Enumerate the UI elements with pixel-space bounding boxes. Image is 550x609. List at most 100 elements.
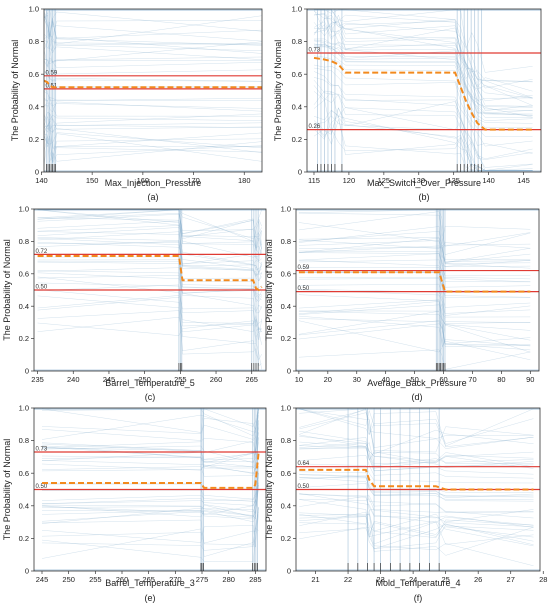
ice-curve — [299, 526, 534, 556]
ice-curve — [313, 25, 533, 111]
x-axis-label: Average_Back_Pressure — [367, 378, 466, 388]
ice-curve — [313, 91, 533, 168]
ice-curve — [37, 253, 262, 288]
reference-line-label: 0.26 — [309, 124, 321, 130]
ice-curve — [44, 88, 262, 102]
ice-curve — [313, 38, 533, 112]
x-tick-label: 28 — [539, 575, 547, 584]
x-tick-label: 125 — [378, 176, 391, 185]
x-tick-label: 50 — [410, 375, 418, 384]
y-tick-label: 1.0 — [29, 5, 39, 14]
ice-curve — [314, 9, 533, 82]
x-tick-label: 80 — [497, 375, 505, 384]
ice-curve — [299, 516, 534, 567]
y-tick-label: 1.0 — [281, 205, 291, 214]
ice-curve — [313, 41, 533, 118]
x-tick-label: 270 — [169, 575, 182, 584]
panel-f: 0.64 0.50 21 22 23 24 25 26 27 28 0 0.2 0.4 0.6 0.8 1… — [264, 404, 547, 603]
pd-line — [298, 271, 531, 293]
x-tick-label: 280 — [222, 575, 235, 584]
panel-label: (e) — [145, 593, 156, 603]
x-tick-label: 150 — [86, 176, 99, 185]
ice-curve — [37, 209, 262, 238]
ice-curve — [298, 237, 531, 262]
ice-curve — [44, 132, 262, 163]
reference-line-label: 0.73 — [309, 48, 321, 54]
y-axis-label: The Probability of Normal — [2, 439, 12, 541]
ice-curve — [44, 111, 262, 130]
panel-label: (d) — [412, 392, 423, 402]
x-tick-label: 20 — [324, 375, 332, 384]
y-tick-label: 0.4 — [29, 102, 39, 111]
ice-curve — [41, 408, 259, 453]
y-tick-label: 0.8 — [19, 237, 29, 246]
y-tick-label: 0.8 — [29, 37, 39, 46]
x-axis-label: Barrel_Temperature_5 — [105, 378, 195, 388]
ice-curve — [313, 77, 533, 160]
x-tick-label: 40 — [382, 375, 390, 384]
plot-frame — [306, 8, 542, 173]
x-tick-label: 265 — [142, 575, 155, 584]
x-tick-label: 27 — [507, 575, 515, 584]
panel-a: 0.590.51 140 150 160 170 180 00.20.40.60.81.… — [10, 5, 263, 202]
reference-line-label: 0.73 — [36, 447, 48, 453]
x-tick-label: 10 — [295, 375, 303, 384]
ice-curve — [44, 14, 262, 38]
ice-curve — [313, 17, 533, 102]
reference-lines: 0.72 0.50 — [34, 249, 266, 291]
x-tick-label: 140 — [482, 176, 495, 185]
x-tick-label: 255 — [89, 575, 102, 584]
ice-curve — [299, 511, 534, 538]
ice-curve — [44, 91, 262, 101]
reference-lines: 0.73 0.50 — [34, 447, 266, 491]
rug-marks — [46, 164, 57, 172]
ice-curve — [313, 71, 533, 154]
ice-curve — [37, 289, 262, 332]
y-tick-label: 0 — [287, 567, 291, 576]
ice-curve — [313, 39, 533, 114]
ice-curve — [298, 271, 531, 292]
panel-label: (f) — [414, 593, 423, 603]
y-tick-label: 0.8 — [281, 237, 291, 246]
x-tick-label: 250 — [62, 575, 75, 584]
x-tick-label: 160 — [137, 176, 150, 185]
ice-curve — [313, 19, 533, 106]
ice-curve — [299, 412, 534, 455]
pd-line — [44, 79, 262, 89]
ice-curve — [313, 116, 533, 171]
ice-curve — [41, 408, 259, 454]
y-tick-label: 0.8 — [19, 436, 29, 445]
y-axis-label: The Probability of Normal — [264, 239, 274, 341]
ice-curve — [313, 123, 533, 171]
ice-curve — [313, 44, 533, 121]
ice-curve — [41, 511, 259, 546]
rug-marks — [347, 563, 440, 571]
panel-label: (c) — [145, 392, 156, 402]
y-tick-label: 0.4 — [281, 501, 291, 510]
ice-curve — [41, 506, 259, 544]
y-tick-label: 0.6 — [281, 469, 291, 478]
ice-curve — [299, 408, 534, 453]
plot-frame — [295, 407, 541, 572]
panel-label: (b) — [419, 192, 430, 202]
x-tick-label: 140 — [35, 176, 48, 185]
reference-line-label: 0.59 — [46, 70, 58, 76]
panel-c: 0.72 0.50 235 240 245 250 255 260 265 0 0.2 0.4 0.… — [2, 205, 267, 402]
ice-curves — [44, 9, 262, 172]
ice-curve — [41, 527, 259, 559]
x-tick-label: 180 — [238, 176, 251, 185]
ice-curve — [41, 477, 259, 506]
ice-curve — [299, 520, 534, 547]
ice-curve — [37, 296, 262, 367]
ice-curve — [313, 85, 533, 171]
y-tick-label: 0 — [25, 567, 29, 576]
x-tick-label: 22 — [344, 575, 352, 584]
ice-curve — [298, 278, 531, 298]
ice-curve — [299, 493, 534, 526]
x-tick-label: 255 — [174, 375, 187, 384]
ice-curve — [37, 267, 262, 303]
x-tick-label: 245 — [36, 575, 49, 584]
ice-curve — [44, 10, 262, 36]
ice-curve — [313, 110, 533, 171]
y-tick-label: 0 — [287, 367, 291, 376]
